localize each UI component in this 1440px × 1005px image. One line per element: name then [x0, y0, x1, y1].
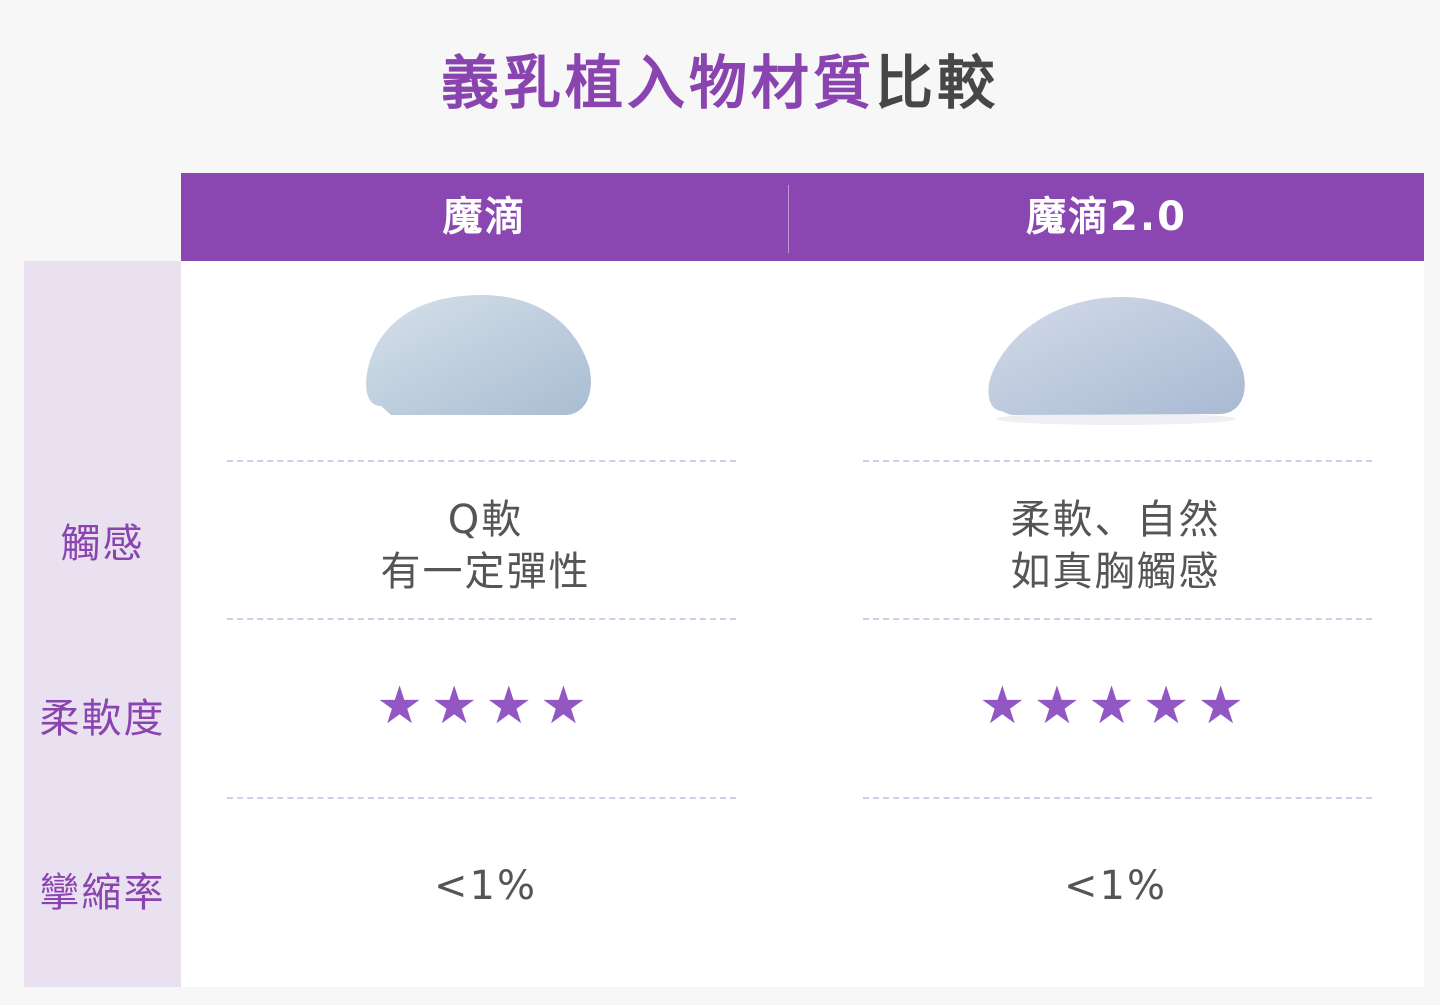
- feel-line: Q軟: [447, 497, 524, 543]
- divider: [227, 618, 736, 620]
- feel-line: 有一定彈性: [380, 549, 591, 595]
- column-header-modi-2: 魔滴2.0: [1026, 194, 1187, 240]
- softness-rating-modi-2: ★★★★★: [978, 676, 1253, 736]
- column-header-modi: 魔滴: [442, 194, 527, 240]
- feel-line: 柔軟、自然: [1010, 497, 1221, 543]
- divider: [863, 460, 1372, 462]
- divider: [863, 797, 1372, 799]
- header-divider: [788, 185, 789, 253]
- page-title: 義乳植入物材質比較: [0, 45, 1440, 121]
- row-label-column: 觸感 柔軟度 攣縮率: [24, 261, 181, 987]
- feel-line: 如真胸觸感: [1010, 549, 1221, 595]
- table-header: 魔滴 魔滴2.0: [181, 173, 1424, 261]
- contracture-value-modi-2: <1%: [1064, 863, 1167, 909]
- divider: [227, 797, 736, 799]
- comparison-body: Q軟有一定彈性 柔軟、自然如真胸觸感 ★★★★ ★★★★★ <1% <1%: [181, 261, 1424, 987]
- contracture-value-modi: <1%: [434, 863, 537, 909]
- divider: [227, 460, 736, 462]
- row-label-feel: 觸感: [60, 521, 145, 567]
- feel-value-modi: Q軟有一定彈性: [231, 494, 740, 598]
- title-highlight: 義乳植入物材質: [440, 49, 875, 117]
- softness-rating-modi: ★★★★: [376, 676, 595, 736]
- feel-value-modi-2: 柔軟、自然如真胸觸感: [861, 494, 1370, 598]
- implant-image-modi: [366, 295, 591, 415]
- row-label-contracture: 攣縮率: [39, 870, 166, 916]
- divider: [863, 618, 1372, 620]
- row-label-softness: 柔軟度: [39, 696, 166, 742]
- implant-image-modi-2: [988, 297, 1245, 425]
- title-rest: 比較: [875, 49, 1000, 117]
